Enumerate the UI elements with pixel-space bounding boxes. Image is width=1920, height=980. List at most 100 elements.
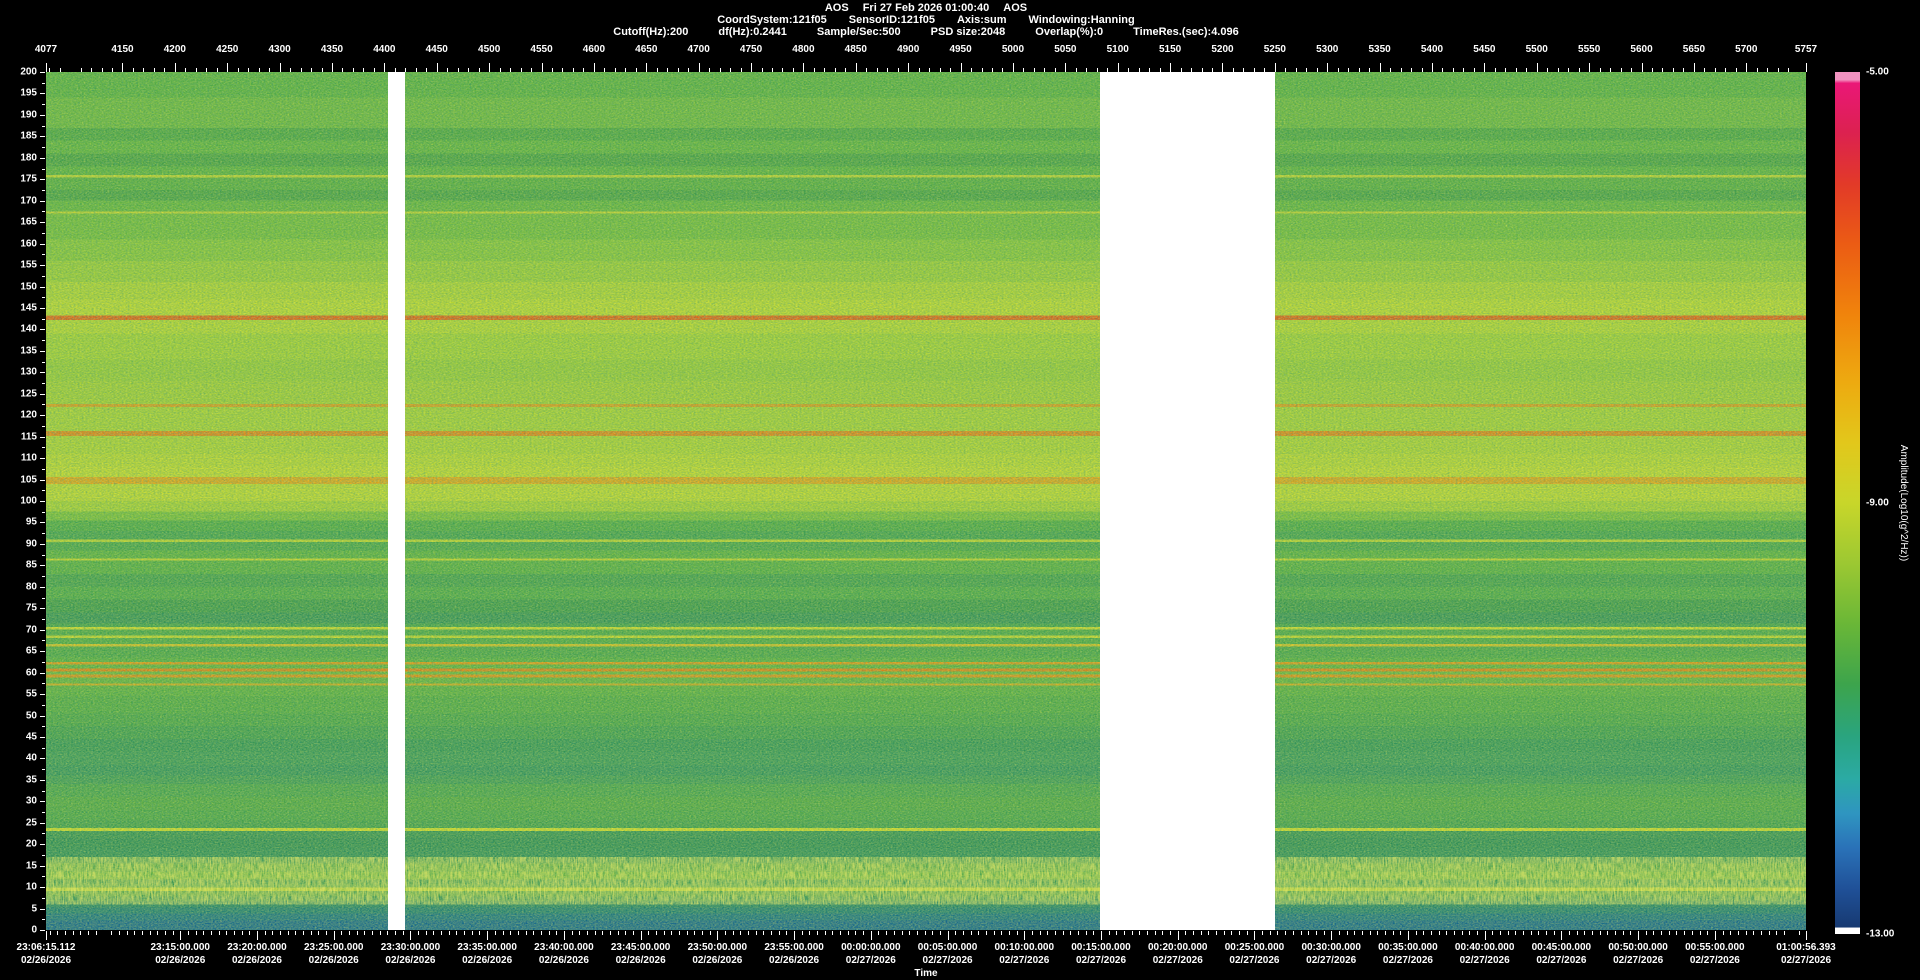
minor-tick: [1208, 931, 1210, 935]
minor-tick: [786, 931, 788, 935]
record-tick-label: 5350: [1368, 44, 1391, 55]
minor-tick: [295, 931, 297, 935]
minor-tick: [1607, 931, 1609, 935]
minor-tick: [1622, 931, 1624, 935]
minor-tick: [625, 931, 627, 935]
date-value: 02/27/2026: [1306, 955, 1357, 966]
minor-tick: [42, 82, 45, 84]
minor-tick: [517, 931, 519, 935]
minor-tick: [49, 68, 51, 72]
minor-tick: [1415, 931, 1417, 935]
freq-tick-label: 170: [20, 195, 37, 207]
major-tick: [40, 715, 45, 717]
minor-tick: [1390, 68, 1392, 72]
minor-tick: [405, 68, 407, 72]
minor-tick: [552, 68, 553, 72]
minor-tick: [732, 931, 734, 935]
record-tick-label: 5150: [1158, 44, 1182, 55]
minor-tick: [1538, 931, 1540, 935]
freq-tick-label: 5: [31, 903, 37, 915]
date-value: 02/26/2026: [615, 955, 666, 966]
major-tick: [40, 329, 45, 331]
freq-tick-label: 200: [20, 66, 37, 78]
record-tick-label: 5100: [1106, 44, 1129, 55]
minor-tick: [845, 68, 847, 72]
minor-tick: [42, 640, 45, 642]
minor-tick: [824, 931, 826, 935]
header-token: Windowing:Hanning: [1028, 14, 1135, 26]
minor-tick: [1031, 931, 1033, 935]
major-tick: [1101, 931, 1102, 940]
minor-tick: [479, 931, 481, 935]
time-value: 23:55:00.000: [764, 942, 824, 953]
minor-tick: [1369, 68, 1371, 72]
minor-tick: [1735, 68, 1737, 72]
freq-tick-label: 105: [20, 474, 37, 486]
freq-tick-label: 160: [20, 238, 37, 250]
record-tick-label: 4150: [111, 44, 134, 55]
minor-tick: [216, 68, 218, 72]
minor-tick: [264, 931, 266, 935]
major-tick: [1177, 931, 1179, 940]
time-tick-label: 23:06:15.112 02/26/2026: [17, 941, 76, 967]
minor-tick: [1269, 931, 1271, 935]
record-tick-label: 4750: [739, 44, 763, 55]
time-value: 00:55:00.000: [1685, 942, 1745, 953]
major-tick: [1746, 63, 1748, 72]
minor-tick: [1124, 931, 1126, 935]
record-tick-label: 5650: [1682, 44, 1706, 55]
minor-tick: [1722, 931, 1724, 935]
minor-tick: [42, 854, 45, 856]
minor-tick: [1361, 931, 1363, 935]
minor-tick: [149, 931, 151, 935]
minor-tick: [59, 68, 61, 72]
minor-tick: [153, 68, 155, 72]
minor-tick: [876, 68, 878, 72]
major-tick: [1693, 63, 1695, 72]
minor-tick: [993, 931, 995, 935]
minor-tick: [1672, 68, 1674, 72]
header-token: Cutoff(Hz):200: [613, 26, 689, 38]
minor-tick: [981, 68, 983, 72]
major-tick: [1274, 63, 1276, 72]
minor-tick: [126, 931, 128, 935]
colorbar-labels: -5.00 -9.00 -13.00: [1866, 67, 1906, 940]
major-tick: [436, 63, 438, 72]
minor-tick: [1001, 931, 1003, 935]
minor-tick: [1369, 931, 1371, 935]
minor-tick: [709, 68, 711, 72]
time-tick-label: 00:15:00.000 02/27/2026: [1071, 941, 1131, 967]
time-value: 23:45:00.000: [610, 942, 671, 953]
minor-tick: [42, 297, 45, 299]
time-value: 23:20:00.000: [227, 942, 287, 953]
minor-tick: [1128, 68, 1130, 72]
time-value: 00:15:00.000: [1071, 942, 1131, 953]
minor-tick: [1308, 931, 1310, 935]
minor-tick: [813, 68, 815, 72]
date-value: 02/27/2026: [1780, 955, 1832, 966]
major-tick: [1379, 63, 1381, 72]
minor-tick: [1777, 68, 1779, 72]
freq-tick-label: 10: [25, 881, 37, 893]
major-tick: [40, 243, 45, 245]
major-tick: [40, 436, 45, 438]
minor-tick: [210, 931, 212, 935]
minor-tick: [326, 931, 328, 935]
major-tick: [40, 887, 45, 889]
major-tick: [1222, 63, 1224, 72]
minor-tick: [218, 931, 220, 935]
minor-tick: [415, 68, 417, 72]
freq-tick-label: 80: [25, 581, 37, 593]
major-tick: [40, 565, 45, 567]
freq-tick-label: 40: [25, 752, 37, 764]
date-value: 02/26/2026: [20, 955, 72, 966]
time-tick-label: 00:35:00.000 02/27/2026: [1378, 941, 1438, 967]
minor-tick: [688, 68, 690, 72]
minor-tick: [1108, 931, 1110, 935]
minor-tick: [42, 211, 45, 213]
minor-tick: [901, 931, 903, 935]
minor-tick: [1054, 931, 1056, 935]
major-tick: [1327, 63, 1329, 72]
date-value: 02/26/2026: [155, 955, 206, 966]
minor-tick: [609, 931, 611, 935]
